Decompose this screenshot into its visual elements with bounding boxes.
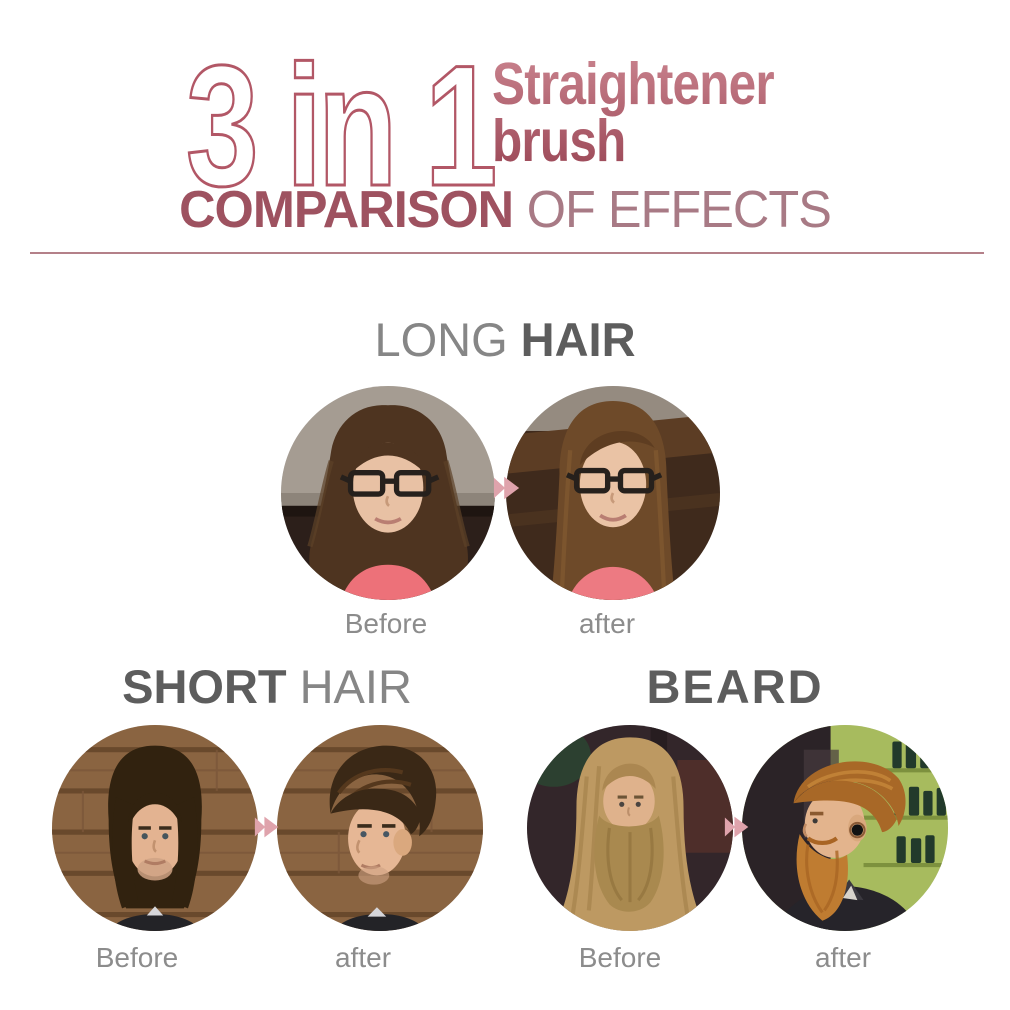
short-hair-before-photo-illustration [52,725,258,931]
before-after-arrow-icon [254,812,280,842]
long-hair-before-label: Before [344,608,428,639]
section-heading-long-hair: LONG HAIR [0,316,1010,363]
before-after-arrow-icon [724,812,750,842]
beard-before-photo [527,725,733,931]
heading-long: LONG [374,313,508,366]
section-heading-beard: BEARD [520,663,950,710]
heading-hair: HAIR [520,313,636,366]
long-hair-before-photo-illustration [281,386,495,600]
before-after-arrow-icon [493,473,521,503]
heading-hair-light: HAIR [299,660,412,713]
section-heading-short-hair: SHORT HAIR [0,663,534,710]
heading-beard: BEARD [646,660,824,713]
divider-line [30,252,984,254]
beard-before-label: Before [578,942,662,973]
beard-after-label: after [814,942,872,973]
long-hair-after-photo [506,386,720,600]
product-name-line1: Straightener [492,51,774,117]
short-hair-after-photo [277,725,483,931]
title-3-in-1: 3 in 1 [185,30,499,222]
subtitle-of-effects: OF EFFECTS [526,181,832,239]
subtitle: COMPARISON OF EFFECTS [15,184,995,236]
beard-after-photo [742,725,948,931]
long-hair-before-photo [281,386,495,600]
product-name: Straightener brush [492,56,774,169]
long-hair-after-photo-illustration [506,386,720,600]
heading-short: SHORT [122,660,287,713]
beard-after-photo-illustration [742,725,948,931]
beard-before-photo-illustration [527,725,733,931]
short-hair-before-label: Before [95,942,179,973]
short-hair-after-label: after [334,942,392,973]
short-hair-after-photo-illustration [277,725,483,931]
short-hair-before-photo [52,725,258,931]
long-hair-after-label: after [578,608,636,639]
product-name-line2: brush [492,107,626,174]
subtitle-comparison: COMPARISON [179,181,514,239]
